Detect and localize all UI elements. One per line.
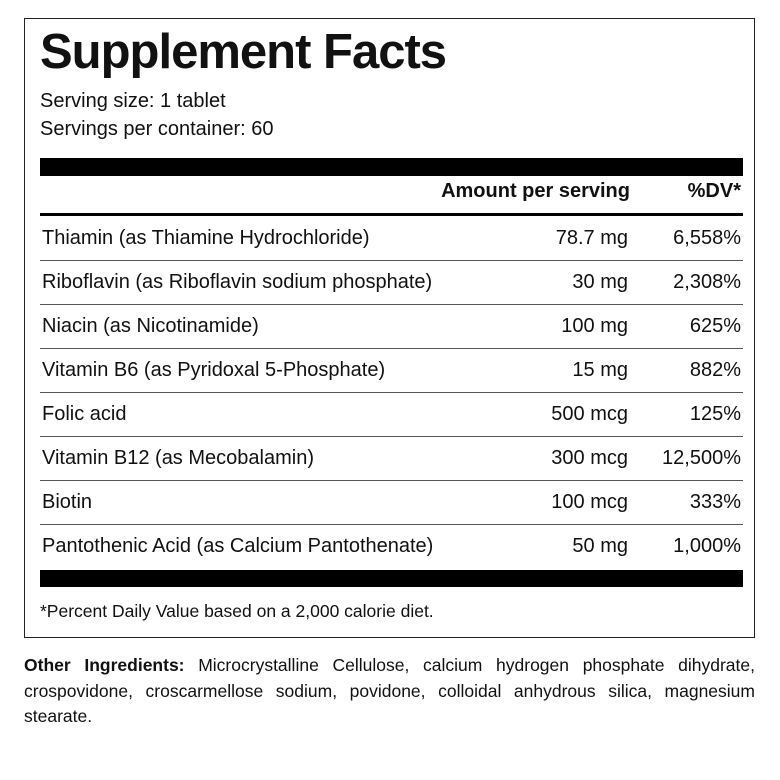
daily-value: 2,308% [673,271,741,293]
daily-value: 333% [689,491,741,513]
nutrient-name: Riboflavin (as Riboflavin sodium phospha… [42,271,433,293]
amount: 500 mcg [551,403,628,425]
daily-value: 6,558% [673,227,741,249]
column-header: Amount per serving [441,180,630,202]
amount: 50 mg [572,535,628,557]
table-row: Vitamin B6 (as Pyridoxal 5-Phosphate) 15 … [40,348,743,393]
facts-box [24,18,755,638]
thick-rule [40,158,743,176]
amount: 78.7 mg [555,227,628,249]
nutrient-name: Thiamin (as Thiamine Hydrochloride) [42,227,370,249]
nutrient-name: Folic acid [42,403,127,425]
table-row: Niacin (as Nicotinamide) 100 mg 625% [40,304,743,349]
daily-value: 125% [689,403,741,425]
table-row: Pantothenic Acid (as Calcium Pantothenat… [40,524,743,568]
other-ingredients: Other Ingredients: Microcrystalline Cell… [24,653,755,730]
daily-value: 12,500% [662,447,741,469]
servings-per-container: Servings per container: 60 [40,118,274,140]
footnote: *Percent Daily Value based on a 2,000 ca… [40,601,434,621]
table-row: Vitamin B12 (as Mecobalamin) 300 mcg 12,50… [40,436,743,481]
table-row: Thiamin (as Thiamine Hydrochloride) 78.7 … [40,216,743,261]
serving-size: Serving size: 1 tablet [40,90,226,112]
table-row: Riboflavin (as Riboflavin sodium phospha… [40,260,743,305]
nutrient-name: Biotin [42,491,93,513]
thick-rule [40,570,743,587]
column-header: %DV* [687,180,741,202]
table-row: Folic acid 500 mcg 125% [40,392,743,437]
nutrient-name: Pantothenic Acid (as Calcium Pantothenat… [42,535,434,557]
nutrient-name: Vitamin B6 (as Pyridoxal 5-Phosphate) [42,359,386,381]
nutrient-name: Niacin (as Nicotinamide) [42,315,259,337]
other-ingredients-label: Other Ingredients: [24,655,185,675]
other-ingredients-text: Microcrystalline Cellulose, calcium hydr… [24,655,755,726]
amount: 300 mcg [551,447,628,469]
table-row: Biotin 100 mcg 333% [40,480,743,525]
header-rule [40,213,743,216]
daily-value: 625% [689,315,741,337]
daily-value: 1,000% [673,535,741,557]
nutrient-name: Vitamin B12 (as Mecobalamin) [42,447,314,469]
amount: 30 mg [572,271,628,293]
daily-value: 882% [689,359,741,381]
amount: 100 mg [561,315,628,337]
title: Supplement Facts [40,25,447,79]
amount: 100 mcg [551,491,628,513]
amount: 15 mg [572,359,628,381]
